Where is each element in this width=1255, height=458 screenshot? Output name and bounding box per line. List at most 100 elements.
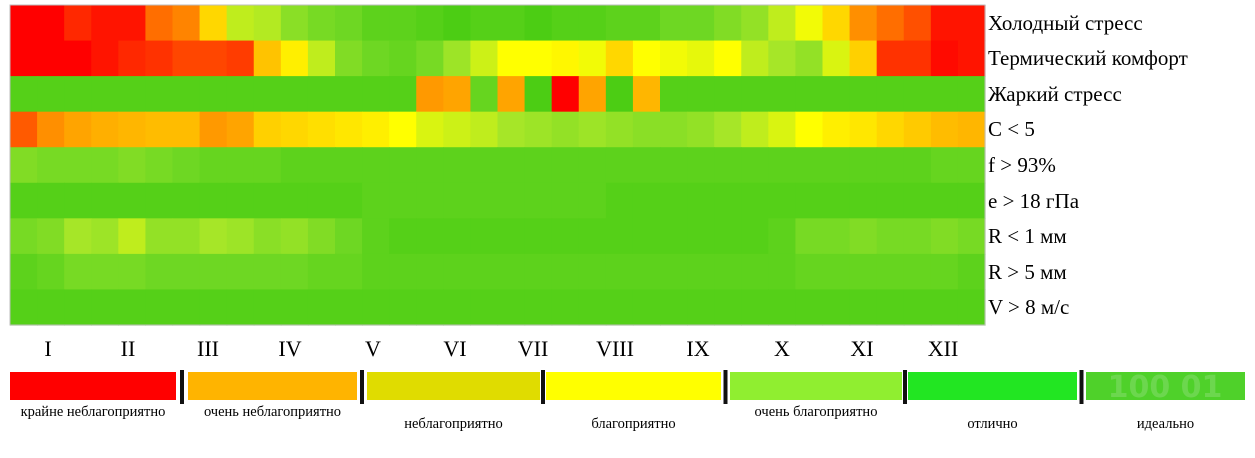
heatmap-cell: [822, 111, 851, 148]
heatmap-cell: [741, 289, 769, 326]
heatmap-cell: [362, 111, 390, 148]
heatmap-cell: [253, 218, 282, 255]
heatmap-cell: [307, 111, 336, 148]
heatmap-cell: [687, 253, 715, 291]
heatmap-cell: [497, 253, 526, 291]
heatmap-cell: [37, 5, 65, 42]
heatmap-cell: [389, 218, 417, 255]
heatmap-cell: [768, 218, 797, 255]
heatmap-cell: [957, 5, 986, 42]
heatmap-cell: [307, 289, 336, 326]
heatmap-cell: [578, 182, 607, 219]
heatmap-cell: [172, 218, 201, 255]
heatmap-cell: [118, 40, 147, 77]
heatmap-cell: [714, 40, 742, 77]
month-label: III: [197, 336, 219, 361]
heatmap-cell: [632, 40, 661, 77]
heatmap-cell: [389, 5, 417, 42]
heatmap-cell: [551, 182, 580, 219]
heatmap-cell: [64, 218, 92, 255]
heatmap-cell: [605, 5, 634, 42]
heatmap-cell: [335, 289, 363, 326]
heatmap-cell: [795, 111, 824, 148]
heatmap-cell: [172, 147, 201, 184]
legend-swatch: [730, 372, 902, 400]
heatmap-cell: [118, 147, 147, 184]
heatmap-cell: [145, 111, 174, 148]
heatmap-cell: [578, 253, 607, 291]
heatmap-cell: [768, 147, 797, 184]
heatmap-cell: [37, 147, 65, 184]
heatmap-cell: [497, 111, 526, 148]
heatmap-cell: [714, 253, 742, 291]
heatmap-cell: [443, 40, 472, 77]
row-label: C < 5: [988, 117, 1035, 142]
heatmap-cell: [470, 76, 499, 113]
heatmap-cell: [416, 76, 444, 113]
heatmap-cell: [741, 147, 769, 184]
heatmap-cell: [470, 147, 499, 184]
heatmap-cell: [632, 147, 661, 184]
legend-caption: крайне неблагоприятно: [20, 404, 166, 420]
heatmap-cell: [660, 40, 688, 77]
heatmap-cell: [253, 147, 282, 184]
heatmap-cell: [714, 289, 742, 326]
heatmap-cell: [307, 253, 336, 291]
heatmap-cell: [741, 5, 769, 42]
heatmap-cell: [335, 147, 363, 184]
month-label: X: [774, 336, 790, 361]
heatmap-cell: [957, 147, 986, 184]
month-label: XI: [850, 336, 874, 361]
row-label: Холодный стресс: [988, 10, 1143, 35]
heatmap-cell: [876, 111, 905, 148]
heatmap-cell: [687, 289, 715, 326]
heatmap-cell: [795, 289, 824, 326]
heatmap-cell: [118, 76, 147, 113]
heatmap-cell: [660, 218, 688, 255]
legend-swatch: [188, 372, 357, 400]
heatmap-cell: [497, 5, 526, 42]
heatmap-cell: [91, 76, 119, 113]
heatmap-cell: [930, 253, 959, 291]
heatmap-cell: [605, 253, 634, 291]
heatmap-cell: [335, 76, 363, 113]
heatmap-cell: [903, 5, 932, 42]
heatmap-cell: [551, 111, 580, 148]
heatmap-cell: [578, 5, 607, 42]
heatmap-cell: [91, 40, 119, 77]
month-label: IV: [278, 336, 302, 361]
heatmap-cell: [335, 40, 363, 77]
heatmap-cell: [226, 289, 255, 326]
legend-caption: очень благоприятно: [754, 404, 878, 420]
month-label: VI: [443, 336, 467, 361]
heatmap-cell: [145, 253, 174, 291]
heatmap-cell: [145, 218, 174, 255]
heatmap-cell: [578, 40, 607, 77]
heatmap-cell: [957, 253, 986, 291]
heatmap-cell: [470, 5, 499, 42]
heatmap-cell: [226, 218, 255, 255]
heatmap-cell: [10, 76, 38, 113]
heatmap-cell: [578, 76, 607, 113]
legend-caption: отлично: [967, 416, 1018, 432]
heatmap-cell: [605, 111, 634, 148]
heatmap-cell: [605, 218, 634, 255]
heatmap-cell: [687, 5, 715, 42]
heatmap-cell: [605, 76, 634, 113]
heatmap-cell: [443, 289, 472, 326]
heatmap-cell: [37, 218, 65, 255]
legend-separator: [1079, 370, 1084, 404]
heatmap-cell: [64, 289, 92, 326]
heatmap-cell: [37, 253, 65, 291]
heatmap-cell: [957, 218, 986, 255]
heatmap-cell: [822, 5, 851, 42]
heatmap-cell: [551, 147, 580, 184]
heatmap-cell: [822, 289, 851, 326]
legend-swatch: [546, 372, 721, 400]
heatmap-cell: [226, 76, 255, 113]
heatmap-cell: [470, 40, 499, 77]
heatmap-cell: [687, 76, 715, 113]
month-label: VIII: [596, 336, 634, 361]
heatmap-cell: [470, 218, 499, 255]
heatmap-cell: [389, 147, 417, 184]
